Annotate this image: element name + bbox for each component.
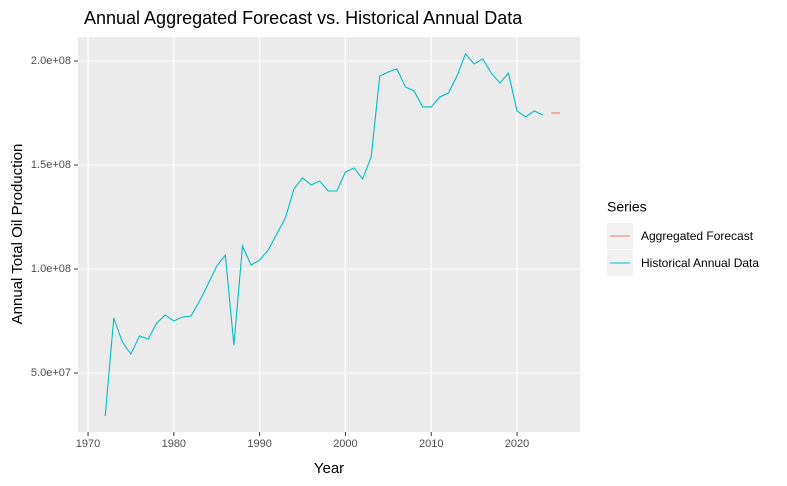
x-axis-label: Year [314, 460, 344, 477]
x-tick-label: 1970 [76, 438, 100, 450]
chart-title: Annual Aggregated Forecast vs. Historica… [84, 8, 523, 28]
y-axis-label: Annual Total Oil Production [9, 144, 26, 325]
legend-title: Series [607, 199, 647, 215]
y-tick-label: 1.5e+08 [31, 159, 71, 171]
y-tick-label: 2.0e+08 [31, 55, 71, 67]
panel [78, 37, 580, 432]
series-line [104, 52, 544, 417]
y-tick-label: 1.0e+08 [31, 263, 71, 275]
x-tick-label: 1980 [162, 438, 186, 450]
x-tick-label: 2020 [505, 438, 529, 450]
legend-label: Aggregated Forecast [641, 229, 754, 243]
legend-label: Historical Annual Data [641, 256, 759, 270]
x-tick-label: 1990 [247, 438, 271, 450]
y-tick-label: 5.0e+07 [31, 367, 71, 379]
x-tick-label: 2010 [419, 438, 443, 450]
x-tick-label: 2000 [333, 438, 357, 450]
